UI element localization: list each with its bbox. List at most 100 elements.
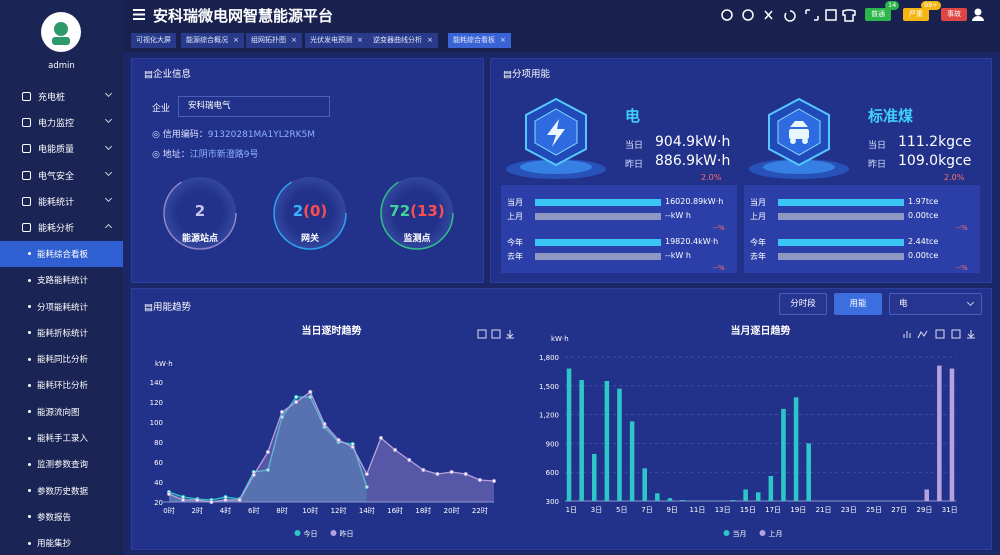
tab-close[interactable]: ×	[427, 36, 433, 44]
bullet	[28, 383, 31, 387]
today-label: 当日	[868, 141, 887, 151]
tab[interactable]: 光伏发电预测 ×	[305, 33, 368, 48]
stat-value-row: 2(0)	[270, 202, 350, 220]
tab[interactable]: 可视化大屏	[131, 33, 176, 48]
chart-tools[interactable]	[902, 328, 978, 340]
menu-item[interactable]: 能耗统计	[0, 188, 123, 214]
current-label: 当月	[750, 198, 766, 207]
stat-label: 能源站点	[181, 234, 218, 244]
sidebar: admin 充电桩 电力监控 电能质量 电气安全 能耗统计 能耗分析 能耗综合看…	[0, 0, 123, 555]
bar	[730, 500, 736, 501]
current-label: 今年	[750, 238, 766, 247]
badge[interactable]: 严重	[903, 8, 929, 21]
tab[interactable]: 组网拓扑图 ×	[246, 33, 302, 48]
x-tick-label: 0时	[163, 506, 174, 515]
submenu-item[interactable]: 能耗同比分析	[0, 346, 123, 372]
menu-toggle[interactable]	[133, 9, 145, 20]
menu-item[interactable]: 电能质量	[0, 136, 123, 162]
bar-track	[778, 213, 904, 220]
submenu-item[interactable]: 用能集抄	[0, 530, 123, 555]
submenu-item[interactable]: 能耗手工录入	[0, 425, 123, 451]
bullet	[28, 410, 31, 414]
menu-item[interactable]: 电力监控	[0, 109, 123, 135]
button[interactable]: 用能	[834, 293, 882, 315]
tab-close[interactable]: ×	[233, 36, 239, 44]
point	[265, 449, 271, 455]
submenu-item[interactable]: 参数历史数据	[0, 477, 123, 503]
chart-tools[interactable]	[476, 328, 518, 340]
y-tick-label: 100	[150, 419, 163, 427]
line-area	[169, 392, 494, 502]
select[interactable]: 电	[889, 293, 982, 315]
tab-close[interactable]: ×	[500, 36, 506, 44]
menu-item[interactable]: 电气安全	[0, 162, 123, 188]
bar	[781, 408, 786, 501]
menu-label: 能耗分析	[38, 224, 75, 235]
tab[interactable]: 逆变器曲线分析 ×	[368, 33, 438, 48]
bar-track	[535, 213, 661, 220]
change: --%	[713, 224, 725, 232]
panel-title-text: 企业信息	[152, 69, 191, 80]
previous-value: 0.00tce	[908, 211, 939, 220]
card-icon	[749, 97, 849, 179]
x-tick-label: 17日	[765, 506, 781, 514]
badge[interactable]: 普通	[865, 8, 891, 21]
current-label: 当月	[507, 198, 523, 207]
card-name: 标准煤	[868, 107, 914, 125]
submenu-item[interactable]: 能耗折标统计	[0, 320, 123, 346]
button[interactable]: 分时段	[779, 293, 827, 315]
badge[interactable]: 事故	[941, 8, 967, 21]
x-tick-label: 14时	[359, 506, 375, 515]
bar	[768, 476, 774, 501]
toolbar-icons	[721, 9, 856, 22]
avatar	[41, 12, 81, 52]
user-icon[interactable]	[972, 8, 984, 21]
point	[195, 497, 200, 503]
chart: 当日逐时趋势 kW·h 20 40 60 80 100 120 140 0时 2时 4时 6时 8时 10时…	[150, 324, 497, 538]
yesterday-value: 886.9kW·h	[655, 153, 731, 169]
address-row: ◎ 地址：江阴市新澄路9号	[152, 150, 259, 160]
legend-label: 今日	[304, 529, 318, 538]
submenu-item[interactable]: 监测参数查询	[0, 451, 123, 477]
tab-close[interactable]: ×	[357, 36, 363, 44]
point	[336, 437, 341, 443]
credit-label: 信用编码：	[162, 130, 208, 140]
menu-label: 电能质量	[38, 145, 75, 156]
menu-label: 能耗统计	[38, 197, 75, 208]
badge-label: 事故	[947, 10, 961, 18]
credit-code: 91320281MA1YL2RK5M	[207, 130, 316, 140]
x-tick-label: 1日	[566, 506, 577, 514]
submenu-item[interactable]: 能耗环比分析	[0, 372, 123, 398]
menu-item[interactable]: 能耗分析	[0, 214, 123, 240]
current-value: 16020.89kW·h	[665, 197, 724, 206]
submenu-item[interactable]: 支路能耗统计	[0, 267, 123, 293]
tab[interactable]: 能耗综合看板 ×	[448, 33, 511, 48]
point	[392, 447, 398, 453]
panel-title: ▤用能趋势	[144, 302, 191, 313]
tab[interactable]: 能源综合概况 ×	[181, 33, 244, 48]
x-tick-label: 4时	[220, 506, 231, 515]
bar	[743, 489, 748, 501]
submenu-item[interactable]: 能源流向图	[0, 399, 123, 425]
submenu-item[interactable]: 参数报告	[0, 504, 123, 530]
bar-track	[535, 253, 661, 260]
legend-swatch	[759, 530, 766, 536]
summary-box: 当月 16020.89kW·h 上月 --kW h --% 今年 19820.4kW·h 去年…	[501, 185, 737, 273]
y-tick-label: 120	[150, 399, 163, 407]
x-tick-label: 22时	[472, 506, 488, 515]
submenu-item[interactable]: 能耗综合看板	[0, 240, 123, 268]
x-tick-label: 5日	[616, 506, 627, 514]
bullet	[28, 541, 31, 545]
submenu-item[interactable]: 分项能耗统计	[0, 293, 123, 319]
legend-label: 当月	[733, 529, 747, 538]
company-input[interactable]: 安科瑞电气	[178, 96, 330, 117]
bar	[566, 368, 572, 501]
bullet	[28, 515, 31, 519]
menu-item[interactable]: 充电桩	[0, 83, 123, 109]
tab-close[interactable]: ×	[291, 36, 297, 44]
today-label: 当日	[625, 141, 644, 151]
y-axis-label: kW·h	[155, 360, 173, 368]
tab-label: 可视化大屏	[136, 36, 171, 44]
point	[435, 471, 440, 477]
previous-value: --kW h	[665, 251, 691, 260]
